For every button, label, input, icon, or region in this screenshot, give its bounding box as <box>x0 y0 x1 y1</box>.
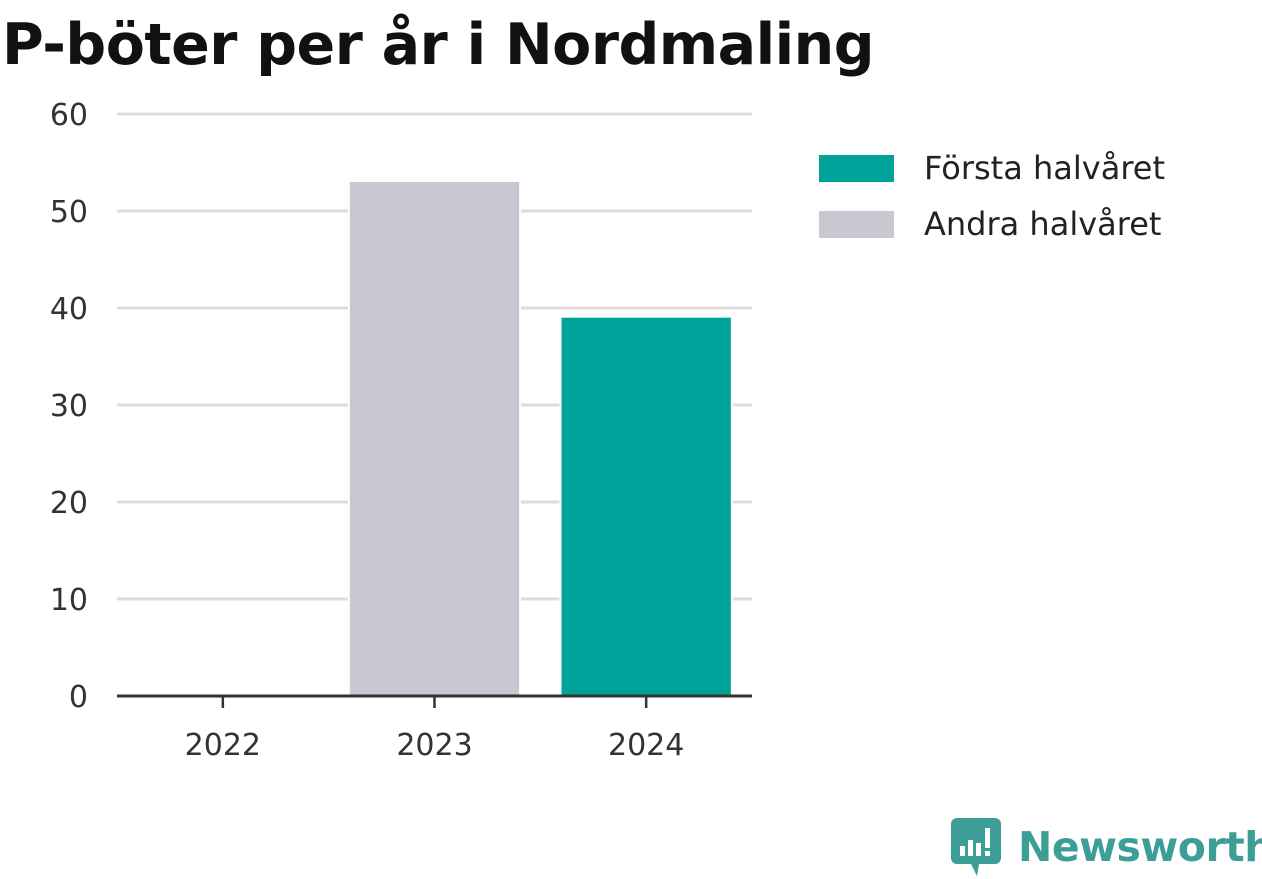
y-tick-label-40: 40 <box>50 292 88 327</box>
chart-title: P-böter per år i Nordmaling <box>2 12 875 78</box>
y-tick-label-10: 10 <box>50 583 88 618</box>
x-axis: 2022 2023 2024 <box>117 694 752 763</box>
y-tick-label-0: 0 <box>69 680 88 715</box>
legend-label-forsta-halvaret: Första halvåret <box>924 149 1166 187</box>
x-tick-label-2023: 2023 <box>396 728 472 763</box>
legend-swatch-forsta-halvaret <box>819 154 894 182</box>
y-axis-ticks: 0 10 20 30 40 50 60 <box>50 98 88 715</box>
x-tick-label-2024: 2024 <box>608 728 684 763</box>
bar-2024-series-0 <box>561 317 731 696</box>
y-tick-label-50: 50 <box>50 195 88 230</box>
bar-2023-series-1 <box>349 181 520 696</box>
brand-name: Newsworthy <box>1018 823 1262 871</box>
newsworthy-brand: Newsworthy <box>951 818 1262 876</box>
legend: Första halvåret Andra halvåret <box>819 140 1165 252</box>
legend-item-forsta-halvaret: Första halvåret <box>819 140 1165 196</box>
legend-swatch-andra-halvaret <box>819 210 894 238</box>
x-tick-label-2022: 2022 <box>185 728 261 763</box>
legend-label-andra-halvaret: Andra halvåret <box>924 205 1162 243</box>
legend-item-andra-halvaret: Andra halvåret <box>819 196 1165 252</box>
y-tick-label-20: 20 <box>50 486 88 521</box>
bar-chart: 0 10 20 30 40 50 60 2022 2023 2024 <box>50 98 752 763</box>
newsworthy-logo-icon <box>951 818 1001 876</box>
y-tick-label-30: 30 <box>50 389 88 424</box>
bars <box>347 179 733 696</box>
y-tick-label-60: 60 <box>50 98 88 133</box>
